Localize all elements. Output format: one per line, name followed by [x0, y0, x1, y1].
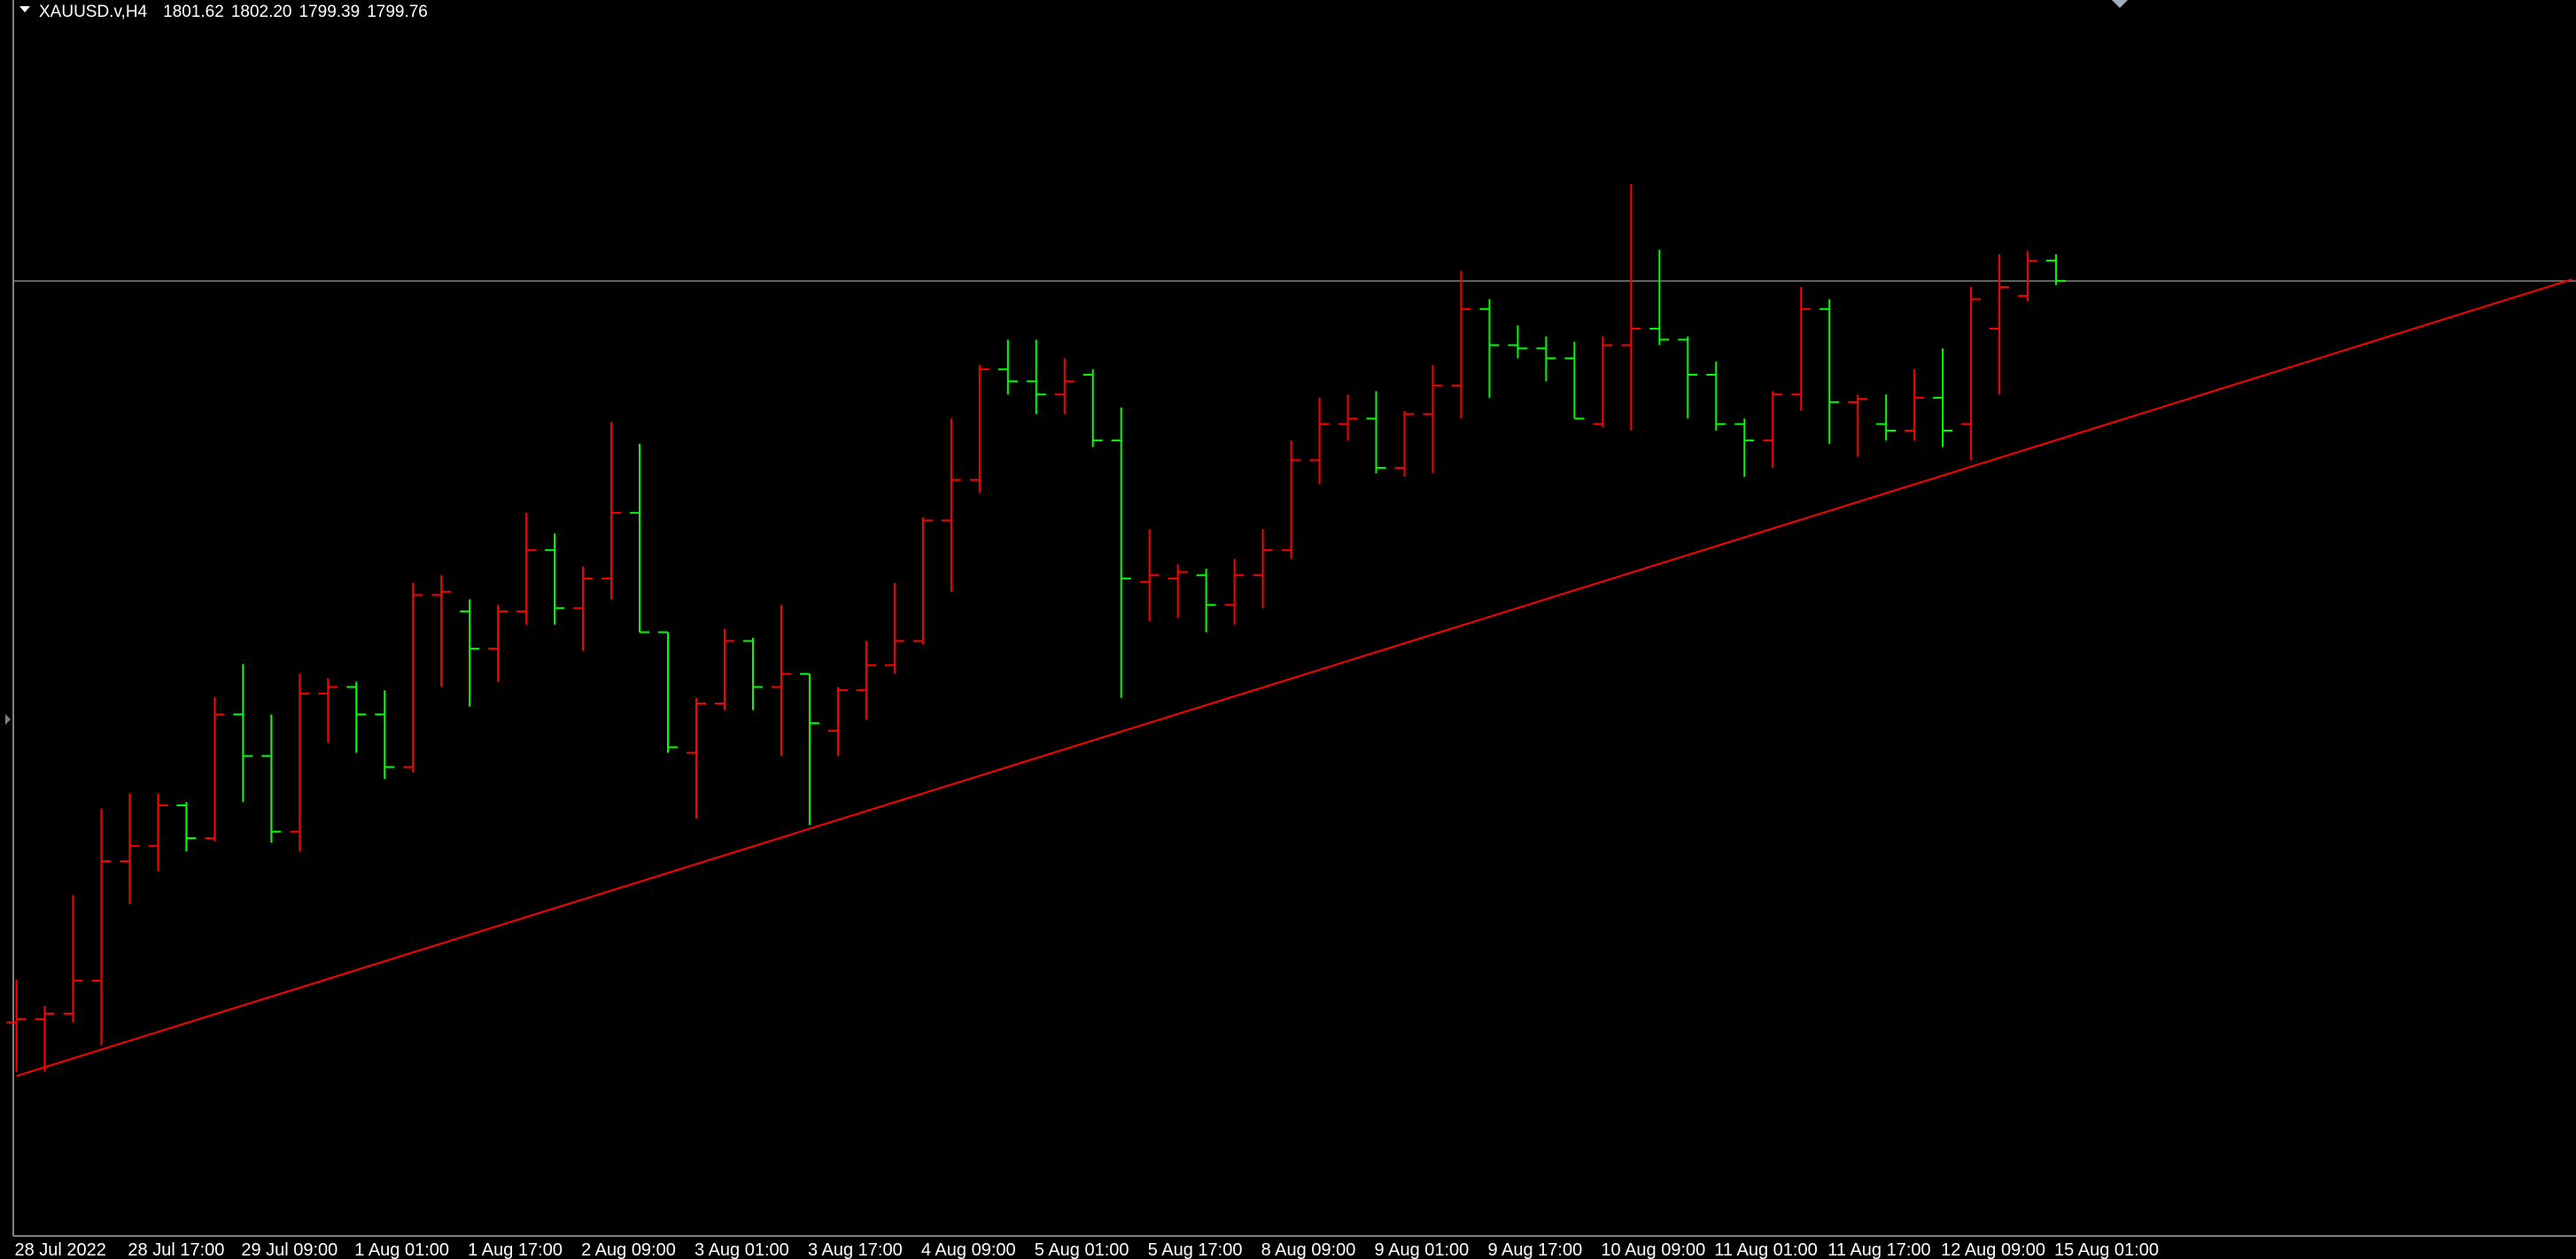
- x-tick-label: 1 Aug 01:00: [354, 1240, 449, 1259]
- x-tick-label: 11 Aug 17:00: [1827, 1240, 1930, 1259]
- x-tick-label: 5 Aug 17:00: [1148, 1240, 1243, 1259]
- menu-arrow[interactable]: [19, 6, 30, 12]
- x-tick-label: 9 Aug 17:00: [1487, 1240, 1582, 1259]
- trendline: [16, 278, 2572, 1077]
- x-tick-label: 8 Aug 09:00: [1261, 1240, 1356, 1259]
- symbol: XAUUSD.v,H4: [39, 3, 148, 21]
- header-high: 1802.20: [231, 3, 292, 21]
- x-tick-label: 5 Aug 01:00: [1035, 1240, 1129, 1259]
- x-tick-label: 29 Jul 09:00: [241, 1240, 338, 1259]
- x-tick-label: 15 Aug 01:00: [2054, 1240, 2159, 1259]
- x-tick-label: 9 Aug 01:00: [1375, 1240, 1470, 1259]
- x-tick-label: 10 Aug 09:00: [1601, 1240, 1705, 1259]
- header-open: 1801.62: [163, 3, 224, 21]
- scroll-arrow: [5, 714, 11, 725]
- x-tick-label: 28 Jul 17:00: [128, 1240, 224, 1259]
- shift-marker[interactable]: [2112, 0, 2128, 8]
- x-tick-label: 11 Aug 01:00: [1714, 1240, 1817, 1259]
- x-tick-label: 1 Aug 17:00: [468, 1240, 563, 1259]
- x-tick-label: 2 Aug 09:00: [581, 1240, 676, 1259]
- header-low: 1799.39: [299, 3, 361, 21]
- plot-area: 28 Jul 2022 28 Jul 17:00 29 Jul 09:00 1 Aug…: [6, 183, 2576, 1259]
- chart-header: XAUUSD.v,H4 1801.62 1802.20 1799.39 1799.76: [39, 3, 428, 21]
- header-close: 1799.76: [367, 3, 428, 21]
- x-tick-label: 12 Aug 09:00: [1941, 1240, 2045, 1259]
- x-tick-label: 4 Aug 09:00: [921, 1240, 1016, 1259]
- x-tick-label: 3 Aug 01:00: [694, 1240, 789, 1259]
- x-tick-label: 28 Jul 2022: [15, 1240, 106, 1259]
- x-tick-label: 3 Aug 17:00: [808, 1240, 903, 1259]
